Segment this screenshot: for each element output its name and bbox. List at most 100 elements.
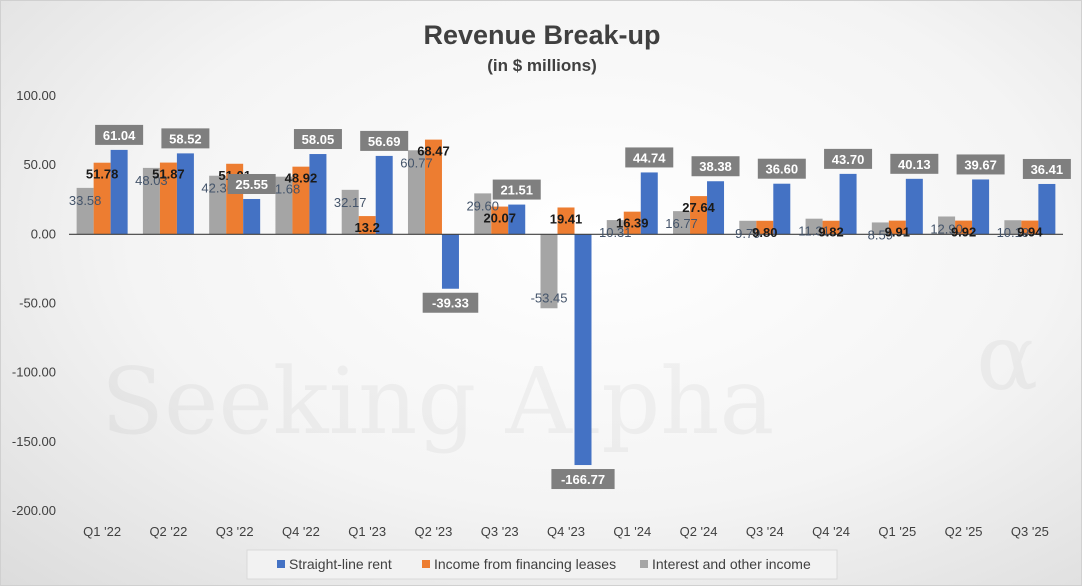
- rent-bar: [839, 173, 857, 235]
- rent-label-box: [95, 124, 144, 145]
- y-tick-label: -200.00: [12, 503, 56, 518]
- interest-data-label: 10.31: [599, 225, 632, 240]
- financing-bar: [955, 220, 973, 235]
- legend-item-straight-line-rent: Straight-line rent: [277, 556, 392, 572]
- interest-bar: [341, 189, 359, 235]
- interest-bar: [673, 211, 691, 235]
- rent-label-box: [551, 469, 615, 490]
- legend-box: [246, 549, 838, 580]
- rent-label-box: [161, 128, 210, 149]
- financing-data-label: 51.87: [152, 167, 185, 182]
- legend-swatch: [422, 560, 430, 568]
- interest-bar: [606, 220, 624, 235]
- rent-data-label: 61.04: [95, 124, 144, 145]
- x-tick-label: Q3 '23: [481, 524, 519, 539]
- financing-bar: [623, 211, 641, 235]
- financing-data-label: 68.47: [417, 144, 450, 159]
- financing-bar: [358, 216, 376, 235]
- interest-data-label: 8.59: [868, 227, 893, 242]
- bars-group: [76, 139, 1056, 466]
- interest-data-label: 29.60: [466, 198, 499, 213]
- legend-item-income-from-financing-leases: Income from financing leases: [422, 556, 616, 572]
- interest-bar: [871, 222, 889, 235]
- rent-data-label: 36.41: [1022, 158, 1071, 179]
- financing-bar: [292, 166, 310, 235]
- rent-data-label: 58.52: [161, 128, 210, 149]
- rent-label-text: 58.05: [302, 132, 335, 147]
- rent-bar: [508, 204, 526, 235]
- interest-bar: [1004, 220, 1022, 235]
- x-tick-label: Q1 '24: [613, 524, 651, 539]
- y-tick-label: 0.00: [31, 226, 56, 241]
- rent-label-text: 58.52: [169, 131, 202, 146]
- rent-label-box: [890, 153, 939, 174]
- financing-data-label: 13.2: [355, 220, 380, 235]
- financing-bar: [557, 207, 575, 235]
- interest-bar: [805, 218, 823, 235]
- rent-data-label: 36.60: [757, 158, 806, 179]
- watermark-alpha-glyph: α: [976, 304, 1038, 411]
- watermark-text: Seeking Alpha: [101, 348, 774, 455]
- rent-data-label: 39.67: [956, 154, 1005, 175]
- rent-data-label: 25.55: [227, 173, 276, 194]
- interest-bar: [275, 176, 293, 235]
- rent-label-box: [625, 147, 674, 168]
- financing-bar: [491, 206, 509, 235]
- interest-bar: [76, 187, 94, 235]
- x-axis: Q1 '22 Q2 '22 Q3 '22 Q4 '22 Q1 '23 Q2 '23 Q3 '…: [83, 524, 1049, 539]
- financing-data-label: 20.07: [483, 211, 516, 226]
- rent-data-label: 21.51: [492, 179, 541, 200]
- interest-bar: [739, 220, 757, 235]
- x-tick-label: Q1 '23: [348, 524, 386, 539]
- rent-label-box: [757, 158, 806, 179]
- rent-label-text: 25.55: [235, 177, 268, 192]
- legend-swatch: [277, 560, 285, 568]
- financing-bar: [888, 220, 906, 235]
- y-tick-label: 100.00: [16, 88, 56, 103]
- legend-item-interest-and-other-income: Interest and other income: [640, 556, 811, 572]
- x-tick-label: Q4 '22: [282, 524, 320, 539]
- financing-bar: [1021, 220, 1039, 235]
- financing-data-label: 51.78: [86, 167, 119, 182]
- x-tick-label: Q2 '22: [149, 524, 187, 539]
- rent-bar: [707, 181, 725, 235]
- y-axis: 100.00 50.00 0.00 -50.00 -100.00 -150.00 -200.…: [12, 88, 56, 518]
- rent-label-text: 21.51: [500, 183, 533, 198]
- interest-data-label: 16.77: [665, 216, 698, 231]
- x-tick-label: Q3 '25: [1011, 524, 1049, 539]
- interest-bar: [938, 216, 956, 235]
- rent-bar: [972, 179, 990, 235]
- rent-bar: [243, 198, 261, 235]
- x-tick-label: Q2 '25: [945, 524, 983, 539]
- rent-label-box: [360, 130, 409, 151]
- rent-label-text: 43.70: [832, 152, 865, 167]
- legend-swatch: [640, 560, 648, 568]
- rent-bar: [176, 153, 194, 235]
- rent-bar: [905, 178, 923, 235]
- rent-label-text: 39.67: [964, 157, 997, 172]
- financing-data-label: 9.82: [818, 225, 843, 240]
- interest-data-label: 42.36: [201, 181, 234, 196]
- y-tick-label: -150.00: [12, 434, 56, 449]
- financing-data-label: 48.92: [285, 171, 318, 186]
- rent-data-label: -166.77: [551, 469, 615, 490]
- y-tick-label: -50.00: [19, 296, 56, 311]
- interest-bar: [142, 167, 160, 235]
- rent-label-text: 44.74: [633, 150, 666, 165]
- rent-data-label: -39.33: [422, 292, 479, 313]
- financing-data-label: 19.41: [550, 211, 583, 226]
- interest-data-label: 9.79: [735, 226, 760, 241]
- rent-bar: [441, 234, 459, 289]
- interest-data-label: 60.77: [400, 155, 433, 170]
- rent-data-label: 56.69: [360, 130, 409, 151]
- x-tick-label: Q3 '24: [746, 524, 784, 539]
- interest-data-label: 48.03: [135, 173, 168, 188]
- rent-bar: [574, 234, 592, 466]
- rent-bar: [773, 183, 791, 235]
- rent-data-label: 44.74: [625, 147, 674, 168]
- financing-data-label: 27.64: [682, 200, 715, 215]
- rent-label-text: 61.04: [103, 128, 136, 143]
- financing-data-label: 9.80: [752, 225, 777, 240]
- rent-bar: [309, 154, 327, 235]
